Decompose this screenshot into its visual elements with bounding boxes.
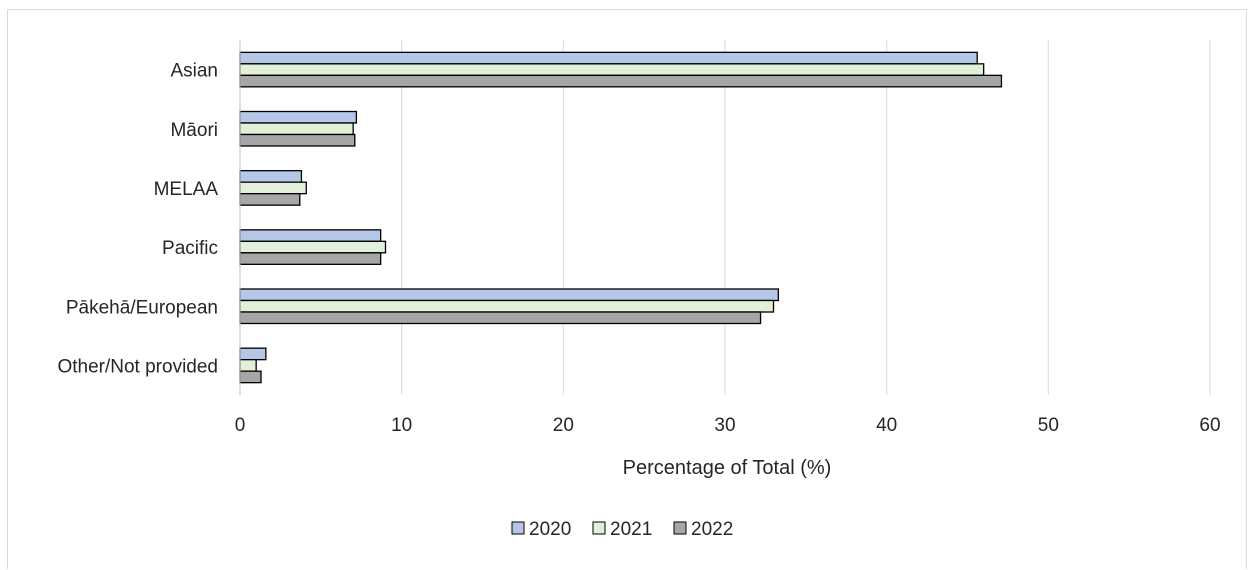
legend: 2020 2021 2022	[511, 519, 733, 540]
bar-2021-2	[239, 181, 307, 195]
bar-2021-3	[239, 240, 387, 254]
category-label: Pacific	[162, 238, 218, 259]
legend-swatch-2020	[511, 521, 525, 535]
legend-label-2021: 2021	[610, 519, 652, 540]
x-axis-title: Percentage of Total (%)	[623, 457, 832, 479]
legend-label-2020: 2020	[529, 519, 571, 540]
bar-2021-4	[239, 299, 775, 313]
bar-2020-2	[239, 170, 303, 183]
category-label: Asian	[170, 61, 218, 82]
bar-2020-3	[239, 229, 382, 242]
bar-2021-0	[239, 63, 985, 76]
bar-2020-0	[239, 51, 978, 65]
y-axis: Asian Māori MELAA Pacific Pākehā/European Oth…	[57, 40, 241, 395]
bar-2022-4	[239, 311, 762, 325]
x-axis-ticks: 0 10 20 30 40 50 60	[235, 415, 1221, 436]
bar-2022-2	[239, 193, 301, 206]
category-label: MELAA	[154, 179, 219, 200]
chart-frame	[7, 9, 1247, 569]
x-tick-label: 20	[553, 415, 574, 436]
bar-2022-3	[239, 252, 382, 265]
bar-2022-5	[239, 370, 262, 384]
x-tick-label: 40	[876, 415, 897, 436]
bar-2020-1	[239, 110, 358, 124]
x-tick-label: 60	[1199, 415, 1220, 436]
bar-2020-4	[239, 288, 779, 302]
legend-swatch-2021	[592, 521, 606, 535]
category-label: Other/Not provided	[57, 356, 218, 377]
x-tick-label: 10	[391, 415, 412, 436]
category-label: Māori	[170, 120, 218, 141]
legend-swatch-2022	[673, 521, 687, 535]
legend-label-2022: 2022	[691, 519, 733, 540]
bar-2021-1	[239, 122, 354, 136]
gridlines	[401, 40, 1211, 395]
x-tick-label: 0	[235, 415, 246, 436]
x-tick-label: 50	[1038, 415, 1059, 436]
bar-2020-5	[239, 347, 267, 361]
x-tick-label: 30	[714, 415, 735, 436]
category-label: Pākehā/European	[66, 297, 218, 318]
bars	[239, 51, 1003, 384]
bar-2022-0	[239, 74, 1003, 88]
bar-2021-5	[239, 359, 257, 372]
bar-2022-1	[239, 133, 356, 147]
